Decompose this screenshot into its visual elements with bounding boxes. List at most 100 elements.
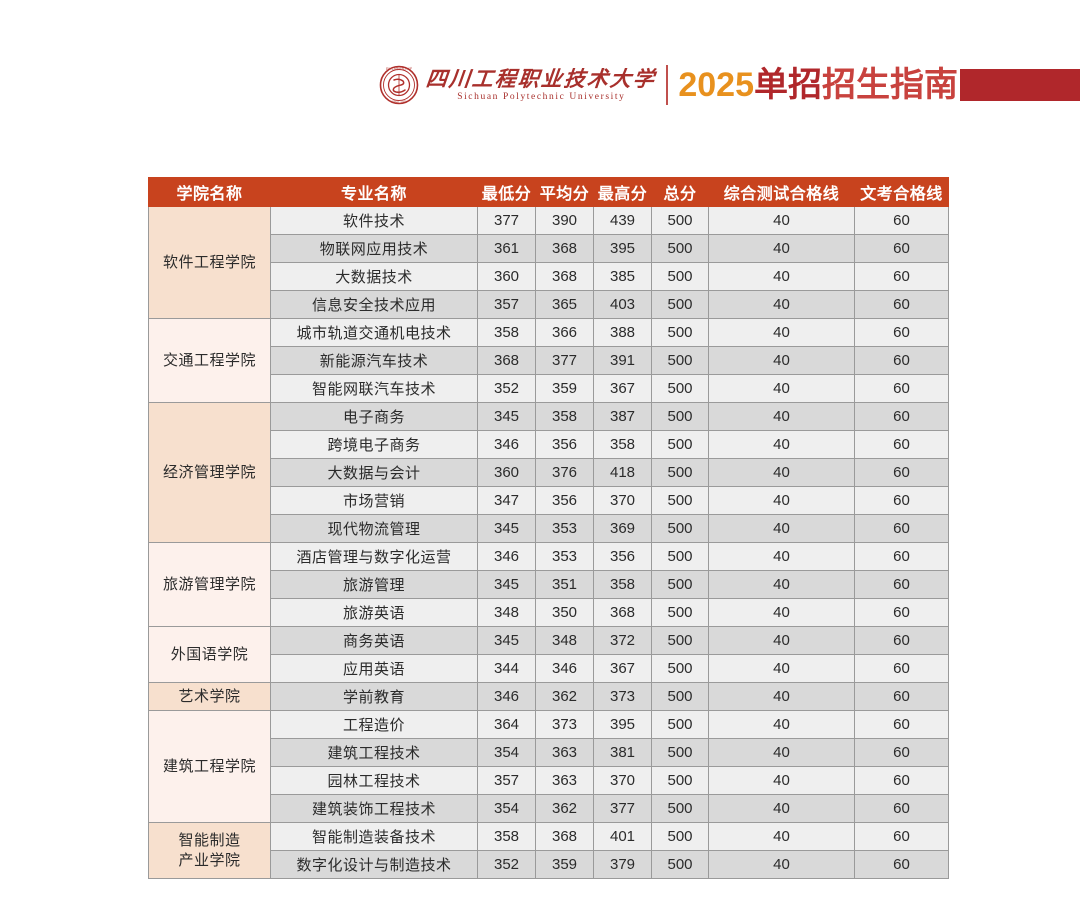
total-score-cell: 500 — [651, 850, 709, 879]
score-table-container: 学院名称 专业名称 最低分 平均分 最高分 总分 综合测试合格线 文考合格线 软… — [148, 177, 949, 879]
comprehensive-pass-line-cell: 40 — [708, 486, 855, 515]
table-row: 旅游管理学院 酒店管理与数字化运营 346 353 356 500 40 60 — [148, 542, 949, 627]
college-name-cell: 旅游管理学院 — [148, 542, 271, 627]
min-score-cell: 347 — [477, 486, 536, 515]
total-score-cell: 500 — [651, 822, 709, 851]
written-pass-line-cell: 60 — [854, 486, 949, 515]
total-score-cell: 500 — [651, 458, 709, 487]
avg-score-cell: 363 — [535, 738, 594, 767]
avg-score-cell: 350 — [535, 598, 594, 627]
max-score-cell: 391 — [593, 346, 652, 375]
table-row: 软件工程学院 软件技术 377 390 439 500 40 60 — [148, 206, 949, 319]
min-score-cell: 377 — [477, 206, 536, 235]
written-pass-line-cell: 60 — [854, 738, 949, 767]
comprehensive-pass-line-cell: 40 — [708, 794, 855, 823]
written-pass-line-cell: 60 — [854, 766, 949, 795]
major-name-cell: 市场营销 — [270, 486, 478, 515]
college-name-cell: 建筑工程学院 — [148, 710, 271, 823]
max-score-cell: 356 — [593, 542, 652, 571]
table-row: 交通工程学院 城市轨道交通机电技术 358 366 388 500 40 60 — [148, 318, 949, 403]
table-row: 跨境电子商务 346 356 358 500 40 60 — [149, 430, 949, 459]
written-pass-line-cell: 60 — [854, 598, 949, 627]
total-score-cell: 500 — [651, 486, 709, 515]
college-name-cell: 智能制造 产业学院 — [148, 822, 271, 879]
major-name-cell: 应用英语 — [270, 654, 478, 683]
total-score-cell: 500 — [651, 514, 709, 543]
min-score-cell: 345 — [477, 402, 536, 431]
table-row: 市场营销 347 356 370 500 40 60 — [149, 486, 949, 515]
major-name-cell: 信息安全技术应用 — [270, 290, 478, 319]
comprehensive-pass-line-cell: 40 — [708, 458, 855, 487]
total-score-cell: 500 — [651, 766, 709, 795]
comprehensive-pass-line-cell: 40 — [708, 290, 855, 319]
comprehensive-pass-line-cell: 40 — [708, 346, 855, 375]
university-name-cn: 四川工程职业技术大学 — [425, 66, 658, 91]
comprehensive-pass-line-cell: 40 — [708, 822, 855, 851]
avg-score-cell: 359 — [535, 850, 594, 879]
avg-score-cell: 368 — [535, 822, 594, 851]
major-name-cell: 跨境电子商务 — [270, 430, 478, 459]
max-score-cell: 401 — [593, 822, 652, 851]
total-score-cell: 500 — [651, 290, 709, 319]
total-score-cell: 500 — [651, 542, 709, 571]
college-name-cell: 艺术学院 — [148, 682, 271, 711]
avg-score-cell: 390 — [535, 206, 594, 235]
major-name-cell: 建筑工程技术 — [270, 738, 478, 767]
comprehensive-pass-line-cell: 40 — [708, 262, 855, 291]
written-pass-line-cell: 60 — [854, 794, 949, 823]
svg-text:四川工程职业技术大学: 四川工程职业技术大学 — [386, 67, 412, 71]
avg-score-cell: 346 — [535, 654, 594, 683]
min-score-cell: 346 — [477, 682, 536, 711]
table-row: 数字化设计与制造技术 352 359 379 500 40 60 — [149, 850, 949, 879]
page-title: 2025单招招生指南 — [678, 65, 958, 105]
min-score-cell: 346 — [477, 542, 536, 571]
max-score-cell: 379 — [593, 850, 652, 879]
college-name-cell: 经济管理学院 — [148, 402, 271, 543]
written-pass-line-cell: 60 — [854, 850, 949, 879]
min-score-cell: 352 — [477, 850, 536, 879]
min-score-cell: 344 — [477, 654, 536, 683]
major-name-cell: 智能制造装备技术 — [270, 822, 478, 851]
table-row: 智能制造 产业学院 智能制造装备技术 358 368 401 500 40 60 — [148, 822, 949, 879]
max-score-cell: 367 — [593, 374, 652, 403]
total-score-cell: 500 — [651, 598, 709, 627]
column-header-major: 专业名称 — [270, 177, 478, 207]
table-row: 建筑装饰工程技术 354 362 377 500 40 60 — [149, 794, 949, 823]
table-row: 现代物流管理 345 353 369 500 40 60 — [149, 514, 949, 543]
avg-score-cell: 356 — [535, 486, 594, 515]
min-score-cell: 368 — [477, 346, 536, 375]
major-name-cell: 大数据与会计 — [270, 458, 478, 487]
table-header-row: 学院名称 专业名称 最低分 平均分 最高分 总分 综合测试合格线 文考合格线 — [148, 177, 949, 207]
min-score-cell: 346 — [477, 430, 536, 459]
avg-score-cell: 351 — [535, 570, 594, 599]
avg-score-cell: 353 — [535, 514, 594, 543]
avg-score-cell: 377 — [535, 346, 594, 375]
written-pass-line-cell: 60 — [854, 374, 949, 403]
max-score-cell: 370 — [593, 486, 652, 515]
written-pass-line-cell: 60 — [854, 654, 949, 683]
column-header-college: 学院名称 — [148, 177, 271, 207]
title-dark: 单招 — [754, 66, 822, 104]
avg-score-cell: 368 — [535, 262, 594, 291]
avg-score-cell: 348 — [535, 626, 594, 655]
max-score-cell: 370 — [593, 766, 652, 795]
major-name-cell: 旅游英语 — [270, 598, 478, 627]
max-score-cell: 388 — [593, 318, 652, 347]
min-score-cell: 354 — [477, 738, 536, 767]
max-score-cell: 381 — [593, 738, 652, 767]
written-pass-line-cell: 60 — [854, 514, 949, 543]
column-header-total: 总分 — [651, 177, 709, 207]
written-pass-line-cell: 60 — [854, 458, 949, 487]
max-score-cell: 439 — [593, 206, 652, 235]
max-score-cell: 403 — [593, 290, 652, 319]
comprehensive-pass-line-cell: 40 — [708, 402, 855, 431]
max-score-cell: 372 — [593, 626, 652, 655]
total-score-cell: 500 — [651, 346, 709, 375]
table-row: 园林工程技术 357 363 370 500 40 60 — [149, 766, 949, 795]
comprehensive-pass-line-cell: 40 — [708, 542, 855, 571]
total-score-cell: 500 — [651, 710, 709, 739]
university-name-en: Sichuan Polytechnic University — [457, 91, 626, 102]
header-red-accent-bar — [960, 69, 1080, 101]
min-score-cell: 357 — [477, 766, 536, 795]
college-name-cell: 外国语学院 — [148, 626, 271, 683]
